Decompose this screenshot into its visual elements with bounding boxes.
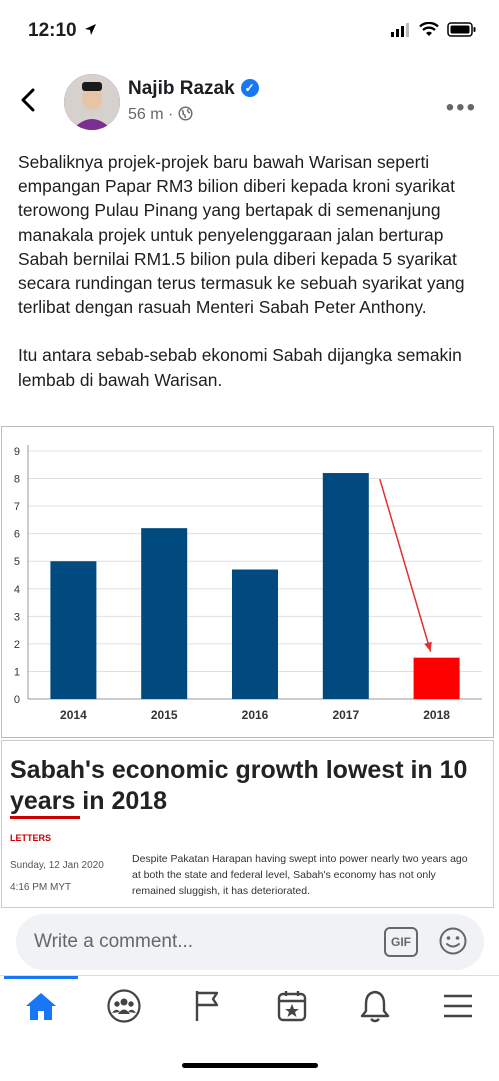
gif-button[interactable]: GIF	[384, 927, 418, 957]
y-tick-label: 5	[14, 556, 20, 568]
meta-separator: ·	[168, 106, 174, 123]
y-tick-label: 8	[14, 474, 20, 486]
post-meta: 56 m ·	[128, 106, 193, 124]
post-paragraph-1: Sebaliknya projek-projek baru bawah Wari…	[18, 152, 465, 318]
tab-notifications[interactable]	[350, 988, 400, 1028]
home-icon	[24, 990, 58, 1027]
back-arrow-icon[interactable]	[20, 88, 36, 117]
x-tick-label: 2017	[332, 708, 359, 722]
article-preview[interactable]: Sabah's economic growth lowest in 10 yea…	[1, 740, 494, 908]
article-text: Despite Pakatan Harapan having swept int…	[132, 853, 468, 897]
more-options-icon[interactable]: •••	[445, 94, 477, 121]
bar-2017	[322, 473, 369, 699]
article-date-block: Sunday, 12 Jan 2020 4:16 PM MYT	[10, 855, 104, 899]
y-tick-label: 1	[14, 666, 20, 678]
menu-icon	[443, 993, 473, 1024]
wifi-icon	[419, 21, 439, 42]
x-tick-label: 2015	[151, 708, 178, 722]
avatar[interactable]	[64, 74, 120, 130]
bar-2015	[141, 528, 188, 699]
emoji-icon[interactable]	[438, 926, 468, 961]
y-tick-label: 7	[14, 501, 20, 513]
y-tick-label: 9	[14, 446, 20, 458]
globe-icon	[178, 106, 193, 123]
chart-image[interactable]: 0 1 2 3 4 5 6 7 8 9 2014 2015 2016 2017 2018	[1, 426, 494, 738]
post-paragraph-2: Itu antara sebab-sebab ekonomi Sabah dij…	[18, 345, 462, 390]
active-tab-indicator	[4, 976, 78, 979]
article-headline: Sabah's economic growth lowest in 10 yea…	[10, 756, 468, 815]
article-time: 4:16 PM MYT	[10, 882, 72, 893]
bar-2018	[413, 657, 460, 699]
notifications-icon	[360, 989, 390, 1028]
x-tick-label: 2014	[60, 708, 87, 722]
bar-chart: 0 1 2 3 4 5 6 7 8 9 2014 2015 2016 2017 2018	[14, 445, 482, 722]
comment-input[interactable]: Write a comment...	[34, 931, 194, 952]
post-time[interactable]: 56 m	[128, 106, 164, 123]
groups-icon	[106, 988, 142, 1029]
y-tick-label: 3	[14, 611, 20, 623]
verified-badge-icon: ✓	[240, 79, 259, 97]
y-tick-label: 4	[14, 584, 20, 596]
article-date: Sunday, 12 Jan 2020	[10, 860, 104, 871]
y-tick-label: 0	[14, 694, 20, 706]
article-category: LETTERS	[10, 833, 52, 843]
status-time: 12:10	[28, 20, 77, 41]
status-bar: 12:10	[0, 0, 499, 60]
author-name-text[interactable]: Najib Razak	[128, 78, 235, 99]
location-arrow-icon	[84, 23, 97, 41]
signal-icon	[391, 22, 411, 42]
tab-groups[interactable]	[99, 988, 149, 1028]
home-indicator	[182, 1063, 318, 1068]
tab-menu[interactable]	[433, 988, 483, 1028]
y-tick-label: 6	[14, 529, 20, 541]
post-header: Najib Razak ✓ 56 m · •••	[0, 66, 499, 136]
bar-2016	[232, 569, 278, 699]
trend-arrow-head	[424, 641, 432, 652]
post-text: Sebaliknya projek-projek baru bawah Wari…	[18, 150, 488, 416]
bar-2014	[50, 561, 97, 699]
x-tick-label: 2016	[242, 708, 269, 722]
comment-bar[interactable]: Write a comment... GIF	[16, 914, 484, 970]
tab-home[interactable]	[16, 988, 66, 1028]
tab-events[interactable]	[267, 988, 317, 1028]
events-icon	[276, 989, 308, 1028]
tab-pages[interactable]	[183, 988, 233, 1028]
y-tick-label: 2	[14, 639, 20, 651]
tab-bar	[0, 975, 499, 1081]
author-name[interactable]: Najib Razak ✓	[128, 78, 259, 100]
battery-icon	[447, 22, 477, 42]
pages-icon	[193, 989, 223, 1028]
trend-arrow-line	[379, 478, 432, 652]
x-tick-label: 2018	[423, 708, 450, 722]
headline-underline	[10, 816, 80, 819]
